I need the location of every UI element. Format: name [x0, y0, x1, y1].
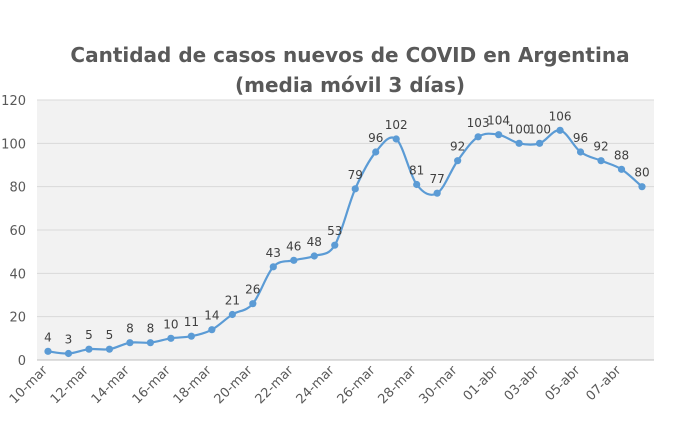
data-point: [85, 345, 93, 353]
x-tick-label: 28-mar: [376, 363, 420, 407]
data-point: [44, 347, 52, 355]
x-tick-label: 18-mar: [171, 363, 215, 407]
x-tick-label: 10-mar: [7, 363, 51, 407]
x-tick-label: 30-mar: [416, 363, 460, 407]
y-tick-label: 80: [9, 181, 26, 196]
data-label: 106: [549, 109, 572, 123]
data-point: [331, 241, 339, 249]
data-points: [44, 126, 646, 358]
x-tick-label: 05-abr: [543, 363, 584, 404]
y-tick-label: 20: [9, 311, 26, 326]
chart-subtitle-line: (media móvil 3 días): [234, 73, 466, 97]
data-label: 5: [106, 328, 114, 342]
x-tick-label: 20-mar: [212, 363, 256, 407]
data-label: 21: [225, 294, 240, 308]
data-point: [290, 256, 298, 264]
data-label: 77: [430, 172, 445, 186]
data-label: 8: [147, 322, 155, 336]
data-label: 8: [126, 322, 134, 336]
y-tick-label: 60: [9, 224, 26, 239]
data-label: 88: [614, 148, 629, 162]
data-point: [638, 183, 646, 191]
x-tick-label: 01-abr: [461, 363, 502, 404]
data-label: 11: [184, 315, 199, 329]
data-label: 100: [508, 122, 531, 136]
y-tick-label: 0: [18, 354, 26, 369]
data-point: [556, 126, 564, 134]
chart-title-line: Cantidad de casos nuevos de COVID en Arg…: [70, 43, 630, 67]
data-point: [392, 135, 400, 143]
x-axis: 10-mar12-mar14-mar16-mar18-mar20-mar22-m…: [7, 363, 625, 407]
data-label: 5: [85, 328, 93, 342]
y-tick-label: 120: [1, 94, 26, 109]
x-tick-label: 16-mar: [130, 363, 174, 407]
data-label: 46: [286, 239, 301, 253]
data-point: [372, 148, 380, 156]
data-label: 14: [204, 309, 219, 323]
data-label: 102: [385, 118, 408, 132]
x-tick-label: 12-mar: [48, 363, 92, 407]
data-point: [454, 157, 462, 165]
data-point: [474, 133, 482, 141]
data-point: [228, 310, 236, 319]
x-tick-label: 26-mar: [335, 363, 379, 407]
data-point: [351, 185, 359, 193]
y-tick-label: 40: [9, 267, 26, 282]
data-label: 96: [573, 131, 588, 145]
data-point: [535, 139, 544, 147]
data-label: 96: [368, 131, 383, 145]
x-tick-label: 14-mar: [89, 363, 133, 407]
data-point: [187, 332, 195, 340]
x-tick-label: 03-abr: [502, 363, 543, 404]
data-point: [310, 252, 318, 260]
data-point: [597, 157, 605, 165]
data-point: [269, 263, 277, 271]
data-point: [105, 345, 114, 353]
data-point: [433, 189, 441, 197]
data-point: [208, 326, 216, 334]
data-point: [167, 334, 175, 342]
data-label: 10: [163, 317, 178, 331]
gridlines: [37, 99, 654, 361]
data-label: 4: [44, 330, 52, 344]
data-label: 100: [528, 122, 551, 136]
data-label: 103: [467, 116, 490, 130]
data-point: [617, 165, 626, 173]
chart-title: Cantidad de casos nuevos de COVID en Arg…: [0, 40, 680, 100]
data-point: [126, 339, 134, 347]
y-axis: 0 20 40 60 80 100 120: [1, 94, 26, 369]
data-label: 104: [487, 114, 510, 128]
data-point: [413, 180, 421, 189]
data-label: 26: [245, 283, 260, 297]
data-label: 43: [266, 246, 281, 260]
data-label: 53: [327, 224, 342, 238]
x-tick-label: 07-abr: [583, 363, 624, 404]
x-tick-label: 22-mar: [253, 363, 297, 407]
data-label: 92: [450, 140, 465, 154]
data-label: 92: [593, 140, 608, 154]
data-label: 3: [65, 333, 73, 347]
data-point: [576, 148, 585, 156]
data-label: 48: [307, 235, 322, 249]
y-tick-label: 100: [1, 137, 26, 152]
x-tick-label: 24-mar: [294, 363, 338, 407]
data-label: 80: [634, 166, 649, 180]
data-point: [249, 300, 257, 308]
data-point: [146, 339, 155, 347]
data-label: 79: [348, 168, 363, 182]
data-point: [515, 139, 523, 147]
data-point: [495, 131, 503, 139]
data-point: [64, 349, 73, 358]
data-label: 81: [409, 164, 424, 178]
